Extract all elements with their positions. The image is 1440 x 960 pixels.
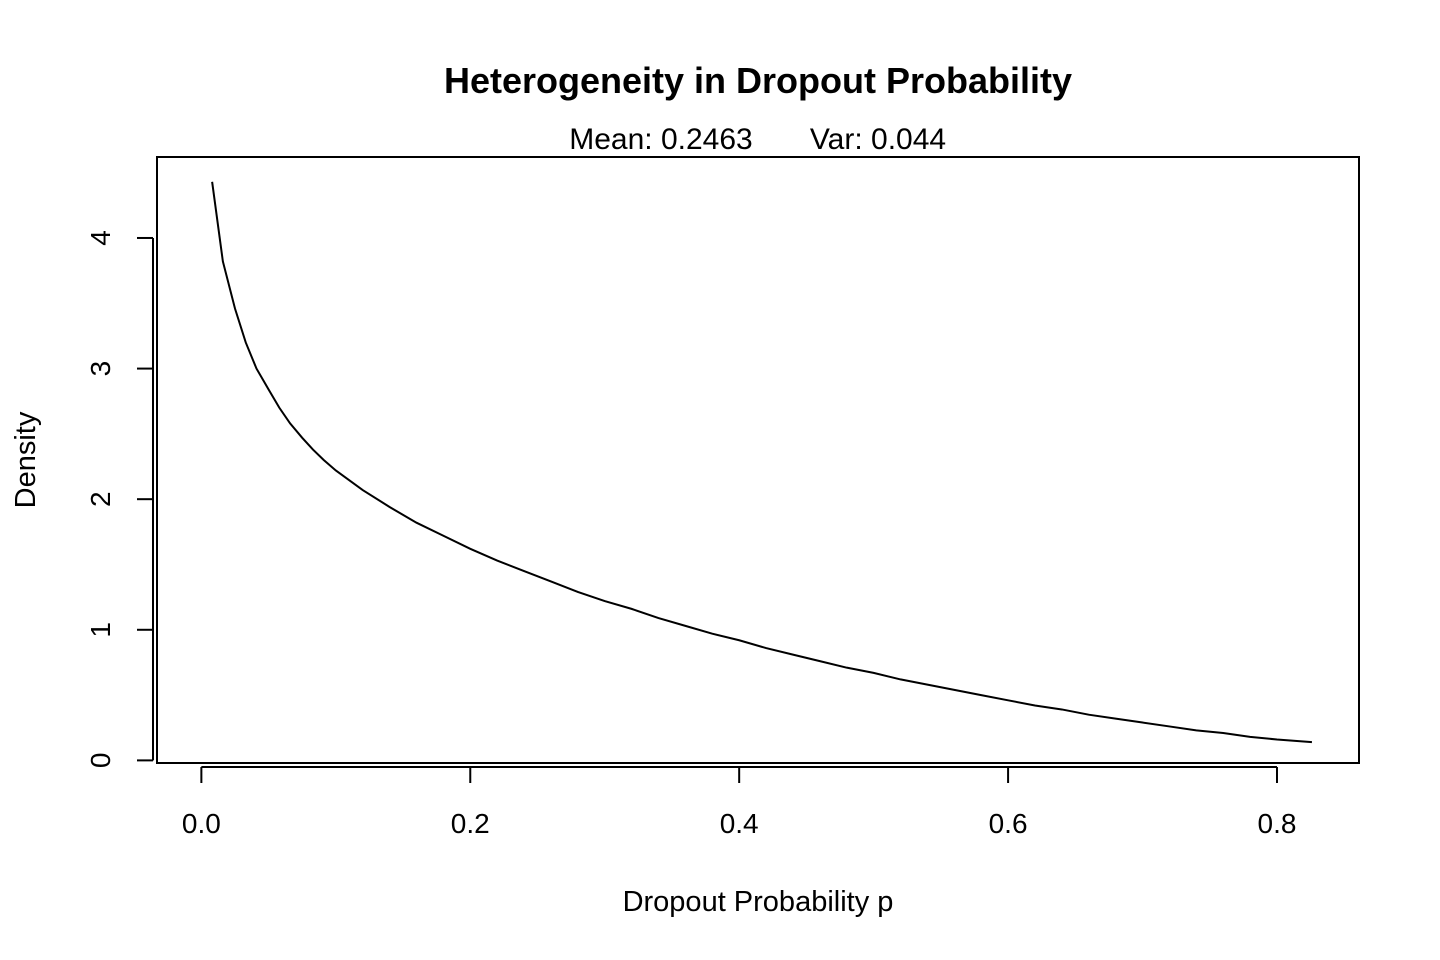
chart-subtitle-mean: Mean: 0.2463: [569, 123, 752, 156]
plot-box: [156, 156, 1360, 764]
y-tick-label: 0: [85, 753, 116, 769]
x-tick-label: 0.0: [182, 808, 221, 839]
x-axis-title: Dropout Probability p: [623, 886, 894, 918]
density-curve: [211, 181, 1313, 744]
x-tick-label: 0.6: [989, 808, 1028, 839]
y-tick-label: 2: [85, 491, 116, 507]
chart-subtitle-var: Var: 0.044: [810, 123, 946, 156]
y-tick-label: 3: [85, 361, 116, 377]
x-tick-label: 0.4: [720, 808, 759, 839]
y-tick-label: 4: [85, 230, 116, 246]
chart-title: Heterogeneity in Dropout Probability: [444, 60, 1072, 101]
y-tick-label: 1: [85, 622, 116, 638]
x-tick-label: 0.2: [451, 808, 490, 839]
x-axis: 0.0 0.2 0.4 0.6 0.8: [182, 766, 1297, 839]
y-axis-title: Density: [10, 411, 42, 508]
y-axis: 0 1 2 3 4: [85, 230, 154, 769]
x-tick-label: 0.8: [1258, 808, 1297, 839]
